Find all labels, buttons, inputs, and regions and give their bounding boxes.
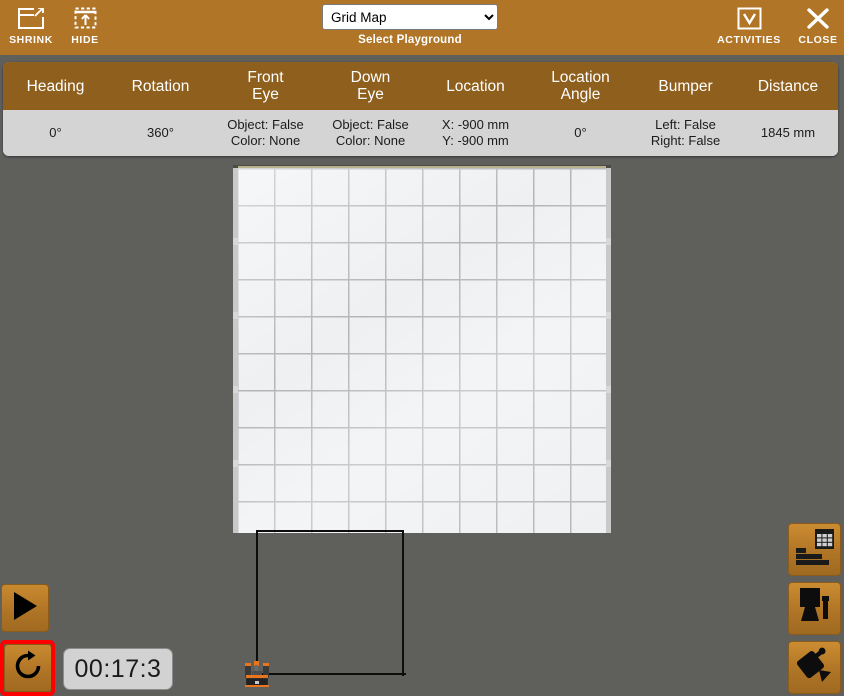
playground-select[interactable]: Grid Map <box>322 4 498 30</box>
scroll-tick <box>233 238 238 245</box>
column-header-location: Location <box>423 62 528 110</box>
simulation-stage: 00:17:3 <box>0 165 844 696</box>
cell-rotation: 360° <box>108 110 213 156</box>
header-text: Front <box>247 69 284 86</box>
shrink-window-icon <box>18 3 44 33</box>
close-button-label: CLOSE <box>798 34 838 46</box>
column-header-location-angle: Location Angle <box>528 62 633 110</box>
playground-select-wrap: Grid Map <box>322 4 498 30</box>
header-text-2: Eye <box>252 86 279 103</box>
status-table-row: 0° 360° Object: False Color: None Object… <box>3 110 838 156</box>
header-text: Bumper <box>658 77 713 95</box>
reset-button[interactable] <box>4 644 52 692</box>
hide-button-label: HIDE <box>71 34 99 46</box>
obstacle-block-icon <box>796 587 834 630</box>
close-x-icon <box>806 3 830 33</box>
reset-rotate-icon <box>12 650 44 687</box>
close-button[interactable]: CLOSE <box>787 3 844 53</box>
hide-panel-icon <box>74 3 97 33</box>
scroll-tick <box>606 386 611 393</box>
scroll-tick <box>606 460 611 467</box>
down-eye-color: Color: None <box>335 133 406 148</box>
grid-lines <box>238 168 606 533</box>
top-toolbar: SHRINK HIDE Grid Map Select Playground <box>0 0 844 55</box>
header-text: Heading <box>26 77 85 95</box>
cell-location-angle: 0° <box>528 110 633 156</box>
data-table-tool[interactable] <box>788 523 841 576</box>
paint-bucket-icon <box>795 646 835 689</box>
play-button[interactable] <box>1 584 49 632</box>
scroll-tick <box>233 312 238 319</box>
header-text: Rotation <box>131 77 190 95</box>
cell-down-eye: Object: False Color: None <box>318 110 423 156</box>
robot-path-trace <box>256 530 404 676</box>
robot-path-trace-bottom <box>256 673 406 675</box>
play-triangle-icon <box>11 591 39 626</box>
paint-tool[interactable] <box>788 641 841 694</box>
shrink-button-label: SHRINK <box>9 34 53 46</box>
column-header-down-eye: Down Eye <box>318 62 423 110</box>
header-text: Location <box>446 77 505 95</box>
data-table-icon <box>795 528 835 571</box>
bumper-left: Left: False <box>655 117 716 132</box>
cell-location: X: -900 mm Y: -900 mm <box>423 110 528 156</box>
down-eye-object: Object: False <box>332 117 409 132</box>
location-y: Y: -900 mm <box>442 133 509 148</box>
front-eye-color: Color: None <box>230 133 301 148</box>
location-x: X: -900 mm <box>441 117 510 132</box>
grid-map-canvas[interactable] <box>238 166 606 533</box>
status-table-header-row: Heading Rotation Front Eye Down Eye Loca <box>3 62 838 110</box>
column-header-bumper: Bumper <box>633 62 738 110</box>
cell-distance: 1845 mm <box>738 110 838 156</box>
activities-button-label: ACTIVITIES <box>717 34 781 46</box>
column-header-heading: Heading <box>3 62 108 110</box>
front-eye-object: Object: False <box>227 117 304 132</box>
header-text: Down <box>350 69 391 86</box>
playground-caption: Select Playground <box>358 34 462 46</box>
header-text: Location <box>551 69 610 86</box>
scroll-tick <box>233 460 238 467</box>
hide-button[interactable]: HIDE <box>54 3 116 53</box>
robot-sprite[interactable] <box>244 660 270 688</box>
activities-checkbox-icon <box>737 3 762 33</box>
shrink-button[interactable]: SHRINK <box>0 3 62 53</box>
column-header-rotation: Rotation <box>108 62 213 110</box>
elapsed-timer: 00:17:3 <box>63 648 173 690</box>
column-header-front-eye: Front Eye <box>213 62 318 110</box>
header-text-2: Angle <box>560 86 601 103</box>
cell-heading: 0° <box>3 110 108 156</box>
activities-button[interactable]: ACTIVITIES <box>717 3 781 53</box>
obstacle-tool[interactable] <box>788 582 841 635</box>
scroll-tick <box>606 312 611 319</box>
robot-status-table: Heading Rotation Front Eye Down Eye Loca <box>3 62 838 156</box>
cell-front-eye: Object: False Color: None <box>213 110 318 156</box>
column-header-distance: Distance <box>738 62 838 110</box>
bumper-right: Right: False <box>650 133 721 148</box>
header-text-2: Eye <box>357 86 384 103</box>
cell-bumper: Left: False Right: False <box>633 110 738 156</box>
scroll-tick <box>606 238 611 245</box>
scroll-tick <box>233 386 238 393</box>
header-text: Distance <box>757 77 819 95</box>
